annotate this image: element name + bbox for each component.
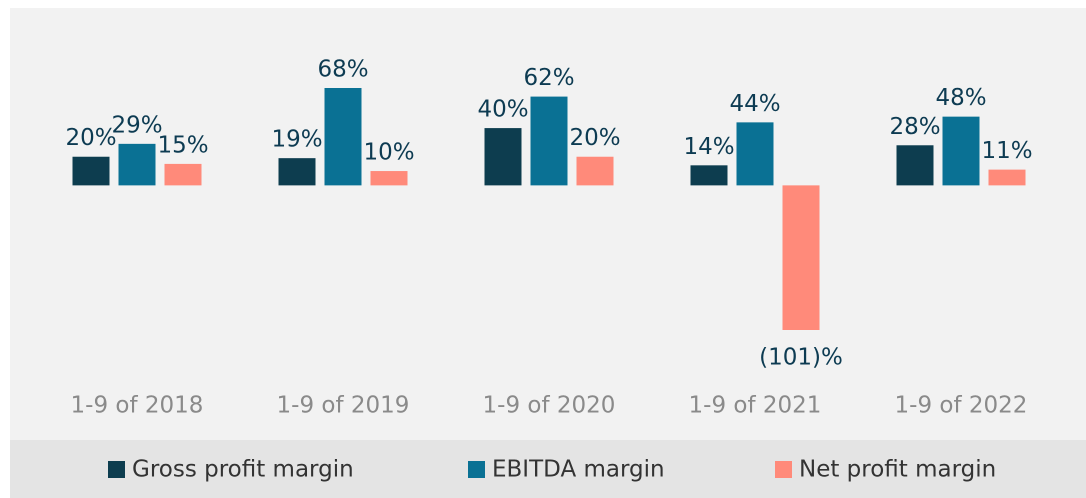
bar	[782, 185, 820, 330]
x-tick-label: 1-9 of 2018	[71, 393, 204, 419]
value-label: 68%	[317, 57, 368, 83]
bar	[324, 88, 362, 186]
bar	[690, 165, 728, 186]
bar	[278, 158, 316, 186]
bar	[576, 156, 614, 186]
value-label: 40%	[477, 97, 528, 123]
bar	[942, 116, 980, 186]
x-tick-label: 1-9 of 2022	[895, 393, 1028, 419]
legend-label: Gross profit margin	[132, 457, 354, 483]
legend-swatch	[468, 461, 485, 478]
bar	[484, 128, 522, 186]
legend-background	[10, 440, 1086, 498]
bar	[530, 96, 568, 186]
x-tick-label: 1-9 of 2019	[277, 393, 410, 419]
bar	[164, 163, 202, 186]
value-label: 11%	[981, 138, 1032, 164]
value-label: 44%	[729, 91, 780, 117]
bar	[72, 156, 110, 186]
value-label: 29%	[111, 112, 162, 138]
value-label: 62%	[523, 65, 574, 91]
bar	[896, 145, 934, 186]
legend-swatch	[775, 461, 792, 478]
bar	[370, 171, 408, 186]
x-tick-label: 1-9 of 2020	[483, 393, 616, 419]
value-label: 10%	[363, 140, 414, 166]
bar	[118, 143, 156, 186]
plot-background	[10, 8, 1086, 440]
legend-label: EBITDA margin	[492, 457, 665, 483]
value-label: 19%	[271, 127, 322, 153]
value-label: 15%	[157, 132, 208, 158]
x-tick-label: 1-9 of 2021	[689, 393, 822, 419]
value-label: 48%	[935, 85, 986, 111]
value-label: (101)%	[759, 345, 843, 371]
value-label: 14%	[683, 134, 734, 160]
value-label: 20%	[65, 125, 116, 151]
legend-label: Net profit margin	[799, 457, 996, 483]
value-label: 20%	[569, 125, 620, 151]
bar	[988, 169, 1026, 186]
legend-swatch	[108, 461, 125, 478]
bar	[736, 122, 774, 186]
value-label: 28%	[889, 114, 940, 140]
